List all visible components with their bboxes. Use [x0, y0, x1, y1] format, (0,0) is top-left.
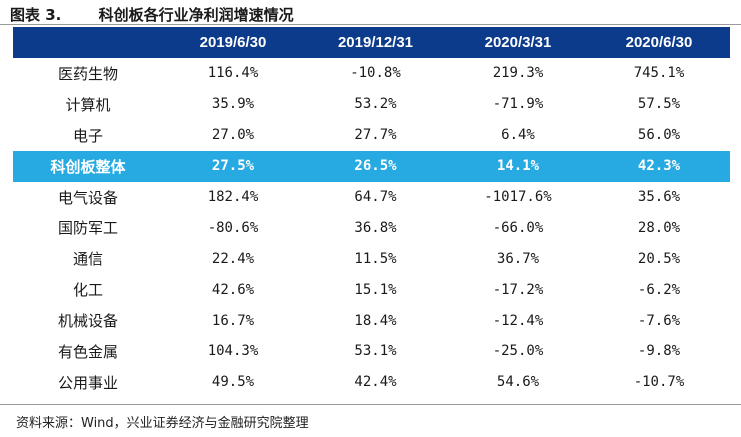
growth-value: -10.8% [350, 65, 401, 82]
growth-value: 53.1% [354, 343, 397, 360]
industry-name: 科创板整体 [50, 157, 126, 176]
bottom-rule [0, 404, 741, 405]
header-row: 2019/6/30 2019/12/31 2020/3/31 2020/6/30 [13, 27, 730, 58]
industry-name: 电气设备 [57, 188, 118, 207]
table-body: 医药生物 116.4% -10.8% 219.3% 745.1% 计算机 35.9% 53.2… [13, 58, 730, 398]
table-row: 有色金属 104.3% 53.1% -25.0% -9.8% [13, 336, 730, 367]
growth-value: -10.7% [633, 374, 685, 391]
growth-value: 53.2% [354, 96, 397, 113]
growth-value: -6.2% [637, 281, 681, 298]
industry-name: 医药生物 [57, 64, 118, 83]
growth-value: 49.5% [211, 374, 255, 391]
growth-value: 11.5% [354, 250, 397, 267]
growth-value: 20.5% [637, 250, 681, 267]
industry-name: 机械设备 [57, 312, 118, 331]
growth-table: 2019/6/30 2019/12/31 2020/3/31 2020/6/30… [13, 27, 730, 398]
growth-value: 57.5% [637, 96, 681, 113]
table-row: 化工 42.6% 15.1% -17.2% -6.2% [13, 274, 730, 305]
growth-value: 22.4% [211, 250, 255, 267]
growth-value: 42.3% [637, 158, 681, 175]
growth-value: 27.7% [354, 127, 397, 144]
growth-value: 28.0% [637, 219, 681, 236]
growth-value: 14.1% [496, 158, 540, 175]
growth-value: -17.2% [492, 281, 544, 298]
header-cell-2020-06: 2020/6/30 [625, 34, 693, 51]
industry-name: 公用事业 [57, 373, 118, 392]
growth-value: 26.5% [354, 158, 397, 175]
growth-value: 18.4% [354, 312, 397, 329]
growth-value: -1017.6% [484, 189, 552, 205]
industry-name: 计算机 [65, 95, 111, 114]
growth-value: 219.3% [492, 65, 544, 82]
growth-value: 42.6% [211, 281, 255, 298]
growth-value: 35.9% [211, 96, 255, 113]
growth-value: 6.4% [501, 127, 535, 144]
growth-value: 54.6% [496, 374, 540, 391]
growth-value: 42.4% [354, 374, 397, 391]
growth-value: 182.4% [207, 189, 259, 205]
growth-value: 27.5% [211, 158, 255, 175]
table-row: 计算机 35.9% 53.2% -71.9% 57.5% [13, 89, 730, 120]
table-row: 电子 27.0% 27.7% 6.4% 56.0% [13, 120, 730, 151]
growth-value: -71.9% [492, 96, 544, 113]
industry-name: 通信 [72, 250, 103, 269]
growth-value: 36.8% [354, 219, 397, 236]
growth-value: -66.0% [492, 219, 544, 236]
growth-value: 35.6% [637, 189, 681, 205]
growth-value: 56.0% [637, 127, 681, 144]
growth-value: -12.4% [492, 312, 544, 329]
table-row: 通信 22.4% 11.5% 36.7% 20.5% [13, 243, 730, 274]
table-row: 公用事业 49.5% 42.4% 54.6% -10.7% [13, 367, 730, 398]
growth-value: 36.7% [496, 250, 540, 267]
growth-value: 27.0% [211, 127, 255, 144]
industry-name: 国防军工 [57, 219, 118, 238]
table-row: 医药生物 116.4% -10.8% 219.3% 745.1% [13, 58, 730, 89]
growth-value: -25.0% [492, 343, 544, 360]
industry-name: 电子 [72, 126, 103, 145]
top-rule [0, 24, 741, 25]
source-note: 资料来源：Wind，兴业证券经济与金融研究院整理 [16, 416, 309, 431]
header-cell-2019-06: 2019/6/30 [199, 34, 267, 51]
industry-name: 化工 [72, 281, 103, 300]
growth-value: 64.7% [354, 189, 397, 205]
table-row: 电气设备 182.4% 64.7% -1017.6% 35.6% [13, 182, 730, 213]
figure-number: 图表 3. [10, 6, 62, 24]
header-cell-2020-03: 2020/3/31 [484, 34, 552, 51]
growth-value: 16.7% [211, 312, 255, 329]
header-cell-corner [13, 27, 163, 58]
growth-value: -9.8% [637, 343, 681, 360]
growth-value: 116.4% [207, 65, 259, 82]
growth-value: -80.6% [207, 219, 259, 236]
growth-value: -7.6% [637, 312, 681, 329]
figure-name: 科创板各行业净利润增速情况 [98, 6, 294, 24]
growth-value: 104.3% [207, 343, 259, 360]
growth-value: 745.1% [633, 65, 685, 82]
table-row: 机械设备 16.7% 18.4% -12.4% -7.6% [13, 305, 730, 336]
table-row: 国防军工 -80.6% 36.8% -66.0% 28.0% [13, 212, 730, 243]
growth-value: 15.1% [354, 281, 397, 298]
table-row-highlight: 科创板整体 27.5% 26.5% 14.1% 42.3% [13, 150, 730, 182]
industry-name: 有色金属 [57, 342, 118, 361]
figure-title: 图表 3. 科创板各行业净利润增速情况 [10, 4, 294, 25]
header-cell-2019-12: 2019/12/31 [337, 34, 414, 51]
